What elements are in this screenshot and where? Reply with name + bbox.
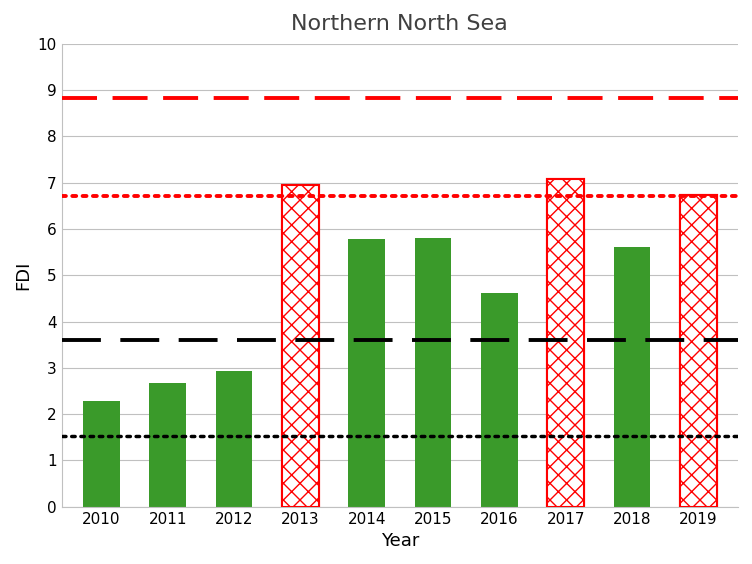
Bar [547, 179, 584, 506]
Bar [680, 195, 717, 506]
Y-axis label: FDI: FDI [14, 261, 32, 290]
Bar [547, 179, 584, 506]
Bar [547, 179, 584, 506]
Bar [216, 371, 252, 506]
Bar [680, 195, 717, 506]
X-axis label: Year: Year [381, 532, 419, 550]
Bar [282, 185, 319, 506]
Bar [680, 195, 717, 506]
Bar [481, 293, 517, 506]
Bar [348, 239, 385, 506]
Bar [282, 185, 319, 506]
Bar [680, 195, 717, 506]
Bar [614, 246, 650, 506]
Bar [415, 238, 451, 506]
Bar [150, 382, 186, 506]
Title: Northern North Sea: Northern North Sea [292, 14, 508, 34]
Bar [547, 179, 584, 506]
Bar [282, 185, 319, 506]
Bar [83, 401, 120, 506]
Bar [282, 185, 319, 506]
